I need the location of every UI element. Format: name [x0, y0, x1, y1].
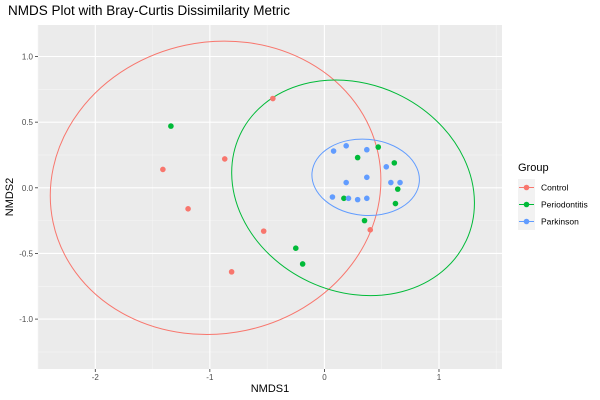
- parkinson-point: [383, 164, 390, 170]
- y-tick-label: 0.5: [22, 118, 34, 127]
- legend-label-parkinson: Parkinson: [541, 217, 579, 227]
- parkinson-point: [329, 194, 336, 200]
- periodontitis-point: [392, 200, 399, 207]
- parkinson-point: [343, 142, 349, 149]
- plot-panel: [38, 25, 502, 369]
- control-point: [221, 156, 228, 162]
- chart-title: NMDS Plot with Bray-Curtis Dissimilarity…: [8, 3, 290, 18]
- periodontitis-point: [292, 245, 299, 252]
- control-ellipse: [49, 40, 382, 335]
- periodontitis-ellipse: [231, 79, 475, 297]
- parkinson-point: [364, 174, 370, 181]
- legend-label-control: Control: [541, 183, 569, 193]
- parkinson-point: [345, 195, 352, 202]
- periodontitis-point: [299, 261, 306, 267]
- parkinson-point: [330, 148, 337, 154]
- periodontitis-point: [361, 217, 368, 224]
- data-points: [160, 95, 403, 275]
- control-point: [270, 95, 276, 102]
- x-axis: -2 -1 0 1: [92, 369, 442, 382]
- parkinson-point: [397, 179, 403, 186]
- x-tick-label: -2: [92, 373, 100, 382]
- y-tick-label: 0.0: [22, 184, 34, 193]
- legend-key-point: [523, 218, 530, 225]
- y-tick-label: 1.0: [22, 53, 34, 62]
- parkinson-point: [364, 195, 370, 202]
- control-point: [260, 228, 267, 234]
- periodontitis-point: [168, 123, 174, 129]
- x-tick-label: -1: [206, 373, 214, 382]
- x-axis-title: NMDS1: [251, 383, 290, 395]
- control-point: [367, 227, 374, 233]
- confidence-ellipses: [49, 40, 475, 335]
- periodontitis-point: [394, 186, 401, 192]
- parkinson-point: [364, 146, 370, 153]
- legend-label-periodontitis: Periodontitis: [541, 200, 588, 210]
- control-point: [228, 269, 235, 275]
- legend-key-point: [523, 201, 530, 208]
- y-axis: -1.0 -0.5 0.0 0.5 1.0: [19, 53, 38, 324]
- minor-gridlines: [37, 25, 502, 369]
- y-tick-label: -0.5: [19, 249, 33, 258]
- legend-key-point: [523, 184, 530, 191]
- periodontitis-point: [391, 160, 398, 166]
- periodontitis-point: [375, 144, 382, 150]
- y-axis-title: NMDS2: [4, 178, 16, 217]
- control-point: [160, 166, 166, 173]
- parkinson-point: [343, 179, 349, 186]
- parkinson-point: [388, 179, 394, 186]
- legend-title: Group: [518, 162, 549, 174]
- parkinson-point: [354, 196, 361, 203]
- legend: Group Control Periodontitis Parkinson: [518, 162, 588, 230]
- control-point: [185, 206, 191, 212]
- x-tick-label: 0: [322, 373, 327, 382]
- y-tick-label: -1.0: [19, 315, 33, 324]
- parkinson-ellipse: [311, 138, 420, 217]
- periodontitis-point: [354, 154, 361, 161]
- x-tick-label: 1: [437, 373, 442, 382]
- major-gridlines: [38, 25, 502, 369]
- periodontitis-point: [341, 195, 347, 202]
